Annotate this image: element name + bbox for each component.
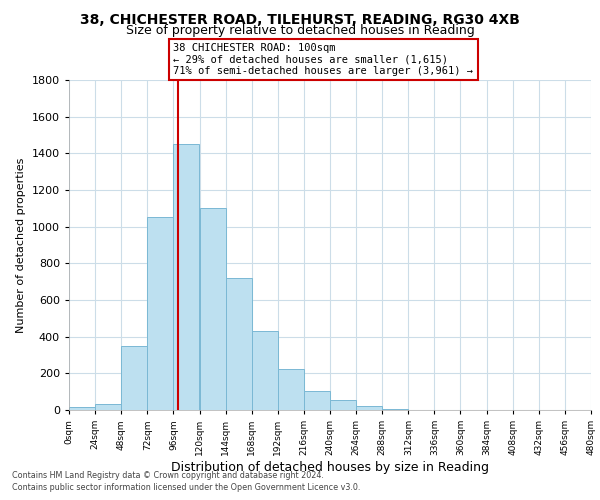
Text: Size of property relative to detached houses in Reading: Size of property relative to detached ho… [125, 24, 475, 37]
Text: 38 CHICHESTER ROAD: 100sqm
← 29% of detached houses are smaller (1,615)
71% of s: 38 CHICHESTER ROAD: 100sqm ← 29% of deta… [173, 43, 473, 76]
Bar [121, 346, 148, 410]
Text: Contains public sector information licensed under the Open Government Licence v3: Contains public sector information licen… [12, 484, 361, 492]
Bar [304, 391, 330, 410]
Text: 38, CHICHESTER ROAD, TILEHURST, READING, RG30 4XB: 38, CHICHESTER ROAD, TILEHURST, READING,… [80, 12, 520, 26]
Bar [226, 278, 252, 410]
Bar [69, 407, 95, 410]
Bar [173, 144, 199, 410]
Bar [278, 369, 304, 410]
Bar [148, 218, 173, 410]
X-axis label: Distribution of detached houses by size in Reading: Distribution of detached houses by size … [171, 461, 489, 474]
Bar [330, 400, 356, 410]
Text: Contains HM Land Registry data © Crown copyright and database right 2024.: Contains HM Land Registry data © Crown c… [12, 471, 324, 480]
Bar [199, 208, 226, 410]
Bar [252, 331, 278, 410]
Bar [382, 409, 409, 410]
Bar [95, 404, 121, 410]
Y-axis label: Number of detached properties: Number of detached properties [16, 158, 26, 332]
Bar [356, 406, 382, 410]
